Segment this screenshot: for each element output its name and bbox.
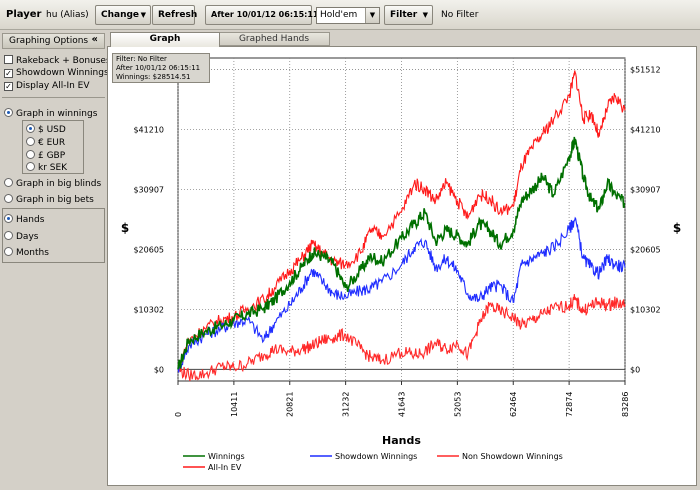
y-tick-label-left: $20605: [133, 245, 164, 254]
refresh-button[interactable]: Refresh: [152, 5, 197, 25]
x-tick-label: 0: [174, 412, 183, 417]
y-tick-label-left: $0: [154, 365, 164, 374]
checkbox-box[interactable]: [4, 55, 13, 64]
axis-hands-label: Hands: [16, 215, 45, 225]
date-filter-button[interactable]: After 10/01/12 06:15:11: [205, 5, 318, 25]
legend-label: Non Showdown Winnings: [462, 452, 563, 461]
currency-usd-radio[interactable]: $ USD: [26, 124, 66, 137]
y-axis-title-right: $: [673, 221, 681, 235]
checkbox-box[interactable]: ✓: [4, 69, 13, 78]
currency-sek-radio[interactable]: kr SEK: [26, 162, 67, 175]
collapse-panel-icon[interactable]: «: [91, 34, 98, 45]
x-tick-label: 62464: [509, 392, 518, 417]
change-button-label: Change: [101, 10, 140, 20]
game-type-value: Hold'em: [320, 10, 358, 20]
dropdown-arrow-icon: ▼: [422, 11, 428, 19]
game-type-select[interactable]: Hold'em ▼: [316, 7, 380, 24]
player-value: hu (Alias): [46, 10, 89, 20]
currency-sek-label: kr SEK: [38, 163, 68, 173]
rakeback-label: Rakeback + Bonuses: [16, 56, 111, 66]
y-tick-label-right: $0: [630, 365, 640, 374]
currency-gbp-label: £ GBP: [38, 151, 66, 161]
axis-months-label: Months: [16, 248, 49, 258]
display-allin-ev-checkbox[interactable]: ✓ Display All-In EV: [4, 81, 90, 94]
y-tick-label-right: $10302: [630, 305, 661, 314]
dropdown-arrow-icon: ▼: [140, 11, 146, 19]
y-tick-label-left: $10302: [133, 305, 164, 314]
y-tick-label-right: $20605: [630, 245, 661, 254]
info-date: After 10/01/12 06:15:11: [116, 64, 201, 72]
graphing-options-title: Graphing Options: [9, 36, 89, 46]
rakeback-checkbox[interactable]: Rakeback + Bonuses: [4, 55, 111, 68]
y-tick-label-right: $30907: [630, 185, 661, 194]
filter-button[interactable]: Filter ▼: [384, 5, 433, 25]
axis-months-radio[interactable]: Months: [4, 247, 49, 260]
filter-status: No Filter: [441, 10, 479, 20]
info-filter: Filter: No Filter: [116, 55, 167, 63]
showdown-winnings-label: Showdown Winnings: [16, 68, 109, 78]
series-line-winnings: [177, 136, 626, 370]
y-tick-label-right: $41210: [630, 126, 661, 135]
x-tick-label: 41643: [398, 392, 407, 417]
x-tick-label: 20821: [286, 392, 295, 417]
x-tick-label: 83286: [621, 392, 630, 417]
axis-hands-radio[interactable]: Hands: [4, 214, 44, 227]
x-tick-label: 52053: [453, 392, 462, 417]
currency-eur-label: € EUR: [38, 138, 66, 148]
radio-dot[interactable]: [4, 108, 13, 117]
player-label: Player: [6, 9, 42, 20]
y-axis-title-left: $: [121, 221, 129, 235]
series-line-all-in-ev: [177, 70, 626, 370]
axis-days-radio[interactable]: Days: [4, 231, 38, 244]
series-line-showdown-winnings: [177, 216, 626, 373]
radio-dot[interactable]: [4, 231, 13, 240]
x-tick-label: 31232: [342, 392, 351, 417]
checkbox-box[interactable]: ✓: [4, 82, 13, 91]
radio-dot[interactable]: [4, 214, 13, 223]
legend-label: Showdown Winnings: [335, 452, 417, 461]
currency-group: [22, 120, 84, 174]
graph-in-winnings-radio[interactable]: Graph in winnings: [4, 108, 97, 121]
y-tick-label-left: $41210: [133, 126, 164, 135]
graph-panel: [107, 46, 697, 486]
chevron-down-icon[interactable]: ▼: [365, 8, 379, 23]
radio-dot[interactable]: [4, 178, 13, 187]
y-tick-label-right: $51512: [630, 66, 661, 75]
currency-usd-label: $ USD: [38, 125, 66, 135]
x-tick-label: 72874: [565, 392, 574, 417]
legend-label: Winnings: [208, 452, 245, 461]
y-tick-label-left: $30907: [133, 185, 164, 194]
radio-dot[interactable]: [26, 137, 35, 146]
filter-button-label: Filter: [390, 10, 418, 20]
radio-dot[interactable]: [26, 162, 35, 171]
info-box: Filter: No Filter After 10/01/12 06:15:1…: [112, 53, 210, 83]
radio-dot[interactable]: [26, 150, 35, 159]
radio-dot[interactable]: [26, 124, 35, 133]
currency-eur-radio[interactable]: € EUR: [26, 137, 65, 150]
graph-in-big-bets-label: Graph in big bets: [16, 195, 94, 205]
graph-in-big-blinds-label: Graph in big blinds: [16, 179, 102, 189]
graph-in-big-bets-radio[interactable]: Graph in big bets: [4, 194, 94, 207]
display-allin-ev-label: Display All-In EV: [16, 81, 90, 91]
change-player-button[interactable]: Change ▼: [95, 5, 151, 25]
top-toolbar: Player hu (Alias) Change ▼ Refresh After…: [0, 0, 700, 30]
graphing-options-header: Graphing Options «: [2, 33, 105, 49]
axis-days-label: Days: [16, 232, 39, 242]
legend-label: All-In EV: [208, 463, 242, 472]
divider: [2, 97, 105, 98]
tab-graph[interactable]: Graph: [110, 32, 220, 47]
graph-in-big-blinds-radio[interactable]: Graph in big blinds: [4, 178, 101, 191]
x-tick-label: 10411: [230, 392, 239, 417]
graph-in-winnings-label: Graph in winnings: [16, 109, 98, 119]
x-axis-title: Hands: [382, 434, 421, 447]
showdown-winnings-checkbox[interactable]: ✓ Showdown Winnings: [4, 68, 109, 81]
info-winnings: Winnings: $28514.51: [116, 73, 191, 81]
radio-dot[interactable]: [4, 247, 13, 256]
series-line-non-showdown-winnings: [177, 294, 626, 382]
x-axis-group: [2, 208, 105, 263]
currency-gbp-radio[interactable]: £ GBP: [26, 150, 65, 163]
radio-dot[interactable]: [4, 194, 13, 203]
